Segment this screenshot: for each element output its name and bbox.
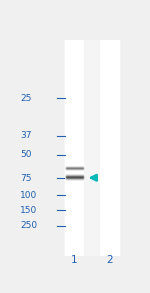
Text: 250: 250 — [20, 221, 37, 230]
Text: 1: 1 — [71, 255, 78, 265]
Text: 50: 50 — [20, 150, 31, 159]
Text: 100: 100 — [20, 191, 37, 200]
Text: 37: 37 — [20, 131, 31, 140]
Text: 25: 25 — [20, 94, 31, 103]
Bar — [100, 40, 120, 256]
Bar — [63, 40, 121, 256]
Text: 2: 2 — [107, 255, 113, 265]
Bar — [65, 40, 84, 256]
Text: 75: 75 — [20, 174, 31, 183]
Text: 150: 150 — [20, 205, 37, 214]
